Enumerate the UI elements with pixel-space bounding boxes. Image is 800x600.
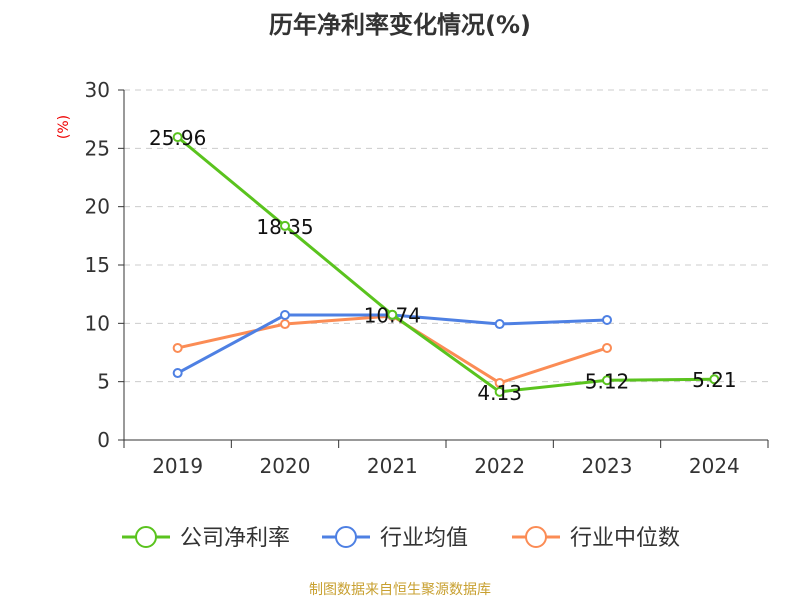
legend-marker-icon bbox=[335, 526, 357, 548]
x-tick-label: 2023 bbox=[582, 454, 633, 478]
data-point bbox=[602, 375, 612, 386]
legend-label: 行业中位数 bbox=[570, 526, 680, 551]
data-point bbox=[280, 319, 290, 330]
data-label: 5.21 bbox=[692, 368, 737, 392]
y-tick-label: 10 bbox=[85, 311, 110, 335]
x-tick-label: 2022 bbox=[474, 454, 525, 478]
y-tick-label: 15 bbox=[85, 253, 110, 277]
y-tick-label: 5 bbox=[97, 370, 110, 394]
y-tick-label: 20 bbox=[85, 195, 110, 219]
data-point bbox=[602, 314, 612, 325]
data-point bbox=[172, 368, 183, 379]
data-point bbox=[280, 310, 290, 321]
y-tick-label: 30 bbox=[85, 78, 110, 102]
y-tick-label: 25 bbox=[85, 136, 110, 160]
legend-marker-icon bbox=[135, 526, 157, 548]
data-label: 5.12 bbox=[585, 369, 630, 393]
data-point bbox=[494, 386, 505, 397]
series-line bbox=[176, 135, 715, 394]
legend-label: 行业均值 bbox=[380, 526, 468, 551]
data-point bbox=[280, 220, 290, 231]
x-tick-label: 2020 bbox=[260, 454, 311, 478]
legend-label: 公司净利率 bbox=[180, 526, 290, 551]
x-tick-label: 2021 bbox=[367, 454, 418, 478]
data-point bbox=[709, 374, 720, 385]
y-axis-label: (%) bbox=[56, 115, 72, 139]
chart-title: 历年净利率变化情况(%) bbox=[269, 11, 531, 39]
x-tick-label: 2019 bbox=[152, 454, 203, 478]
data-point bbox=[172, 132, 183, 143]
data-point bbox=[172, 342, 183, 353]
y-tick-label: 0 bbox=[97, 428, 110, 452]
data-point bbox=[494, 319, 505, 330]
data-label: 10.74 bbox=[364, 304, 421, 328]
data-label: 25.96 bbox=[149, 126, 206, 150]
data-point bbox=[387, 309, 398, 320]
data-point bbox=[602, 342, 612, 353]
data-label: 18.35 bbox=[256, 215, 313, 239]
x-tick-label: 2024 bbox=[689, 454, 740, 478]
data-label: 4.13 bbox=[477, 381, 522, 405]
footer-source: 制图数据来自恒生聚源数据库 bbox=[309, 582, 491, 598]
legend-marker-icon bbox=[525, 526, 547, 548]
